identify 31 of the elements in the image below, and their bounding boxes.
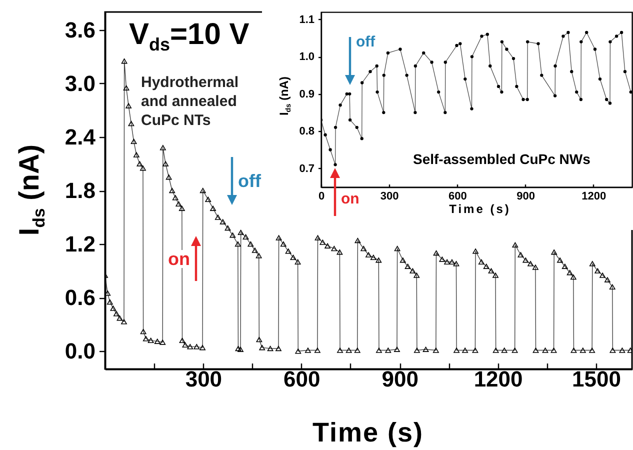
y-tick-label: 0.8 — [299, 126, 314, 138]
y-tick-label: 0.6 — [64, 285, 96, 310]
x-tick-label: 1200 — [582, 190, 606, 202]
x-tick-label: 0 — [318, 190, 325, 202]
annotation: on — [340, 190, 360, 208]
annotation: Hydrothermal and annealed CuPc NTs — [141, 73, 240, 131]
annotation: off — [355, 33, 376, 50]
y-tick-label: 0.0 — [64, 338, 96, 364]
annotation: Self-assembled CuPc NWs — [413, 151, 590, 167]
y-tick-label: 3.6 — [64, 17, 96, 42]
x-tick-label: 1500 — [572, 366, 621, 392]
x-tick-label: 600 — [284, 366, 320, 392]
x-tick-label: 300 — [380, 190, 399, 202]
x-tick-label: 600 — [448, 190, 467, 202]
annotation: on — [167, 248, 191, 268]
y-tick-label: 1.2 — [64, 232, 96, 257]
x-tick-label: 1200 — [474, 366, 523, 392]
annotation: off — [237, 171, 262, 191]
x-axis-title: Time (s) — [312, 418, 424, 448]
x-tick-label: 900 — [382, 366, 418, 392]
y-tick-label: 1.8 — [64, 178, 96, 203]
y-tick-label: 3.0 — [64, 70, 96, 96]
x-axis-title: Time (s) — [449, 202, 511, 216]
y-tick-label: 2.4 — [64, 124, 96, 150]
y-tick-label: 1.1 — [299, 14, 314, 26]
annotation: V$_{ds}$=10 V — [129, 18, 250, 54]
x-tick-label: 900 — [516, 190, 535, 202]
y-tick-label: 1.0 — [299, 51, 314, 64]
y-tick-label: 0.9 — [299, 88, 314, 100]
x-tick-label: 300 — [185, 366, 222, 392]
y-tick-label: 0.7 — [299, 162, 314, 175]
